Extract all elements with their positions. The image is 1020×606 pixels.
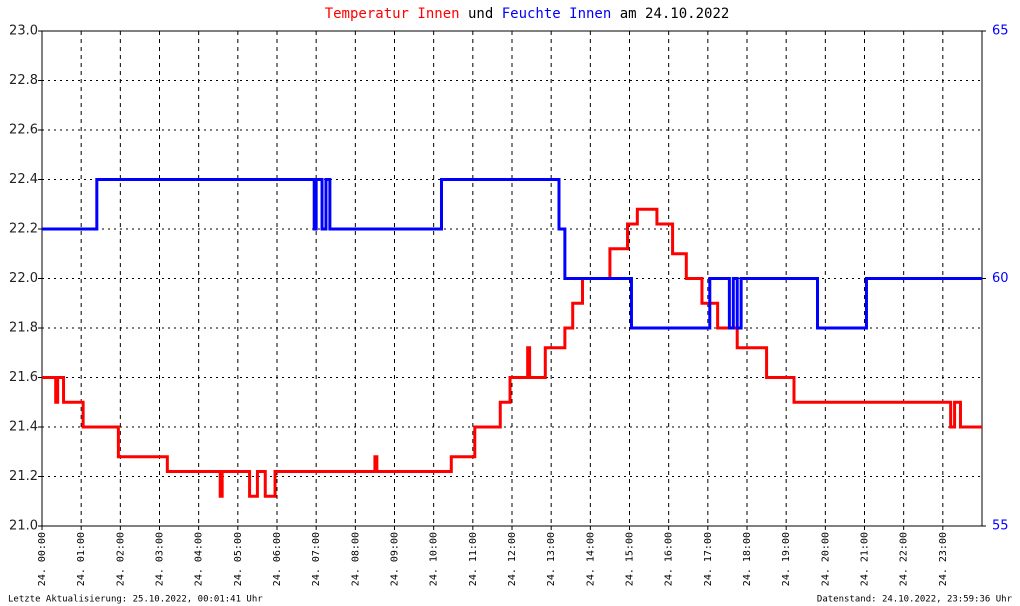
x-tick-label: 24. 19:00	[781, 532, 792, 586]
x-tick-label: 24. 22:00	[899, 532, 910, 586]
y-tick-label: 23.0	[9, 24, 38, 39]
x-tick-label: 24. 21:00	[860, 532, 871, 586]
data-line	[42, 207, 982, 498]
y-tick-label: 21.0	[9, 519, 38, 534]
x-tick-label: 24. 09:00	[390, 532, 401, 586]
y2-tick-label: 60	[992, 271, 1009, 286]
y2-tick-label: 55	[992, 519, 1009, 534]
title-connector: und	[468, 6, 493, 22]
y-tick-label: 21.6	[9, 370, 38, 385]
x-tick-label: 24. 05:00	[233, 532, 244, 586]
x-tick-label: 24. 15:00	[625, 532, 636, 586]
x-tick-label: 24. 20:00	[820, 532, 831, 586]
y-tick-label: 22.0	[9, 271, 38, 286]
y-tick-label: 21.4	[9, 420, 38, 435]
y-tick-label: 21.2	[9, 469, 38, 484]
x-tick-label: 24. 23:00	[938, 532, 949, 586]
x-tick-label: 24. 00:00	[37, 532, 48, 586]
x-tick-label: 24. 06:00	[272, 532, 283, 586]
x-tick-label: 24. 03:00	[155, 532, 166, 586]
x-tick-label: 24. 02:00	[115, 532, 126, 586]
x-tick-label: 24. 16:00	[664, 532, 675, 586]
x-tick-label: 24. 13:00	[546, 532, 557, 586]
x-tick-label: 24. 10:00	[429, 532, 440, 586]
x-tick-label: 24. 12:00	[507, 532, 518, 586]
x-tick-label: 24. 14:00	[585, 532, 596, 586]
x-tick-label: 24. 11:00	[468, 532, 479, 586]
y-tick-label: 22.8	[9, 73, 38, 88]
y-tick-label: 22.6	[9, 123, 38, 138]
data-line	[42, 178, 982, 330]
footer-right: Datenstand: 24.10.2022, 23:59:36 Uhr	[817, 595, 1013, 605]
x-tick-label: 24. 18:00	[742, 532, 753, 586]
x-tick-label: 24. 01:00	[76, 532, 87, 586]
y-tick-label: 21.8	[9, 321, 38, 336]
y-tick-label: 22.2	[9, 222, 38, 237]
title-series: Feuchte Innen	[502, 6, 612, 22]
x-tick-label: 24. 07:00	[311, 532, 322, 586]
x-tick-label: 24. 17:00	[703, 532, 714, 586]
y2-tick-label: 65	[992, 24, 1009, 39]
x-tick-label: 24. 08:00	[350, 532, 361, 586]
y-tick-label: 22.4	[9, 172, 38, 187]
title-suffix: am 24.10.2022	[620, 6, 730, 22]
x-tick-label: 24. 04:00	[194, 532, 205, 586]
title-series: Temperatur Innen	[325, 6, 460, 22]
footer-left: Letzte Aktualisierung: 25.10.2022, 00:01…	[8, 595, 263, 605]
chart-title: Temperatur Innen und Feuchte Innen am 24…	[325, 6, 730, 22]
